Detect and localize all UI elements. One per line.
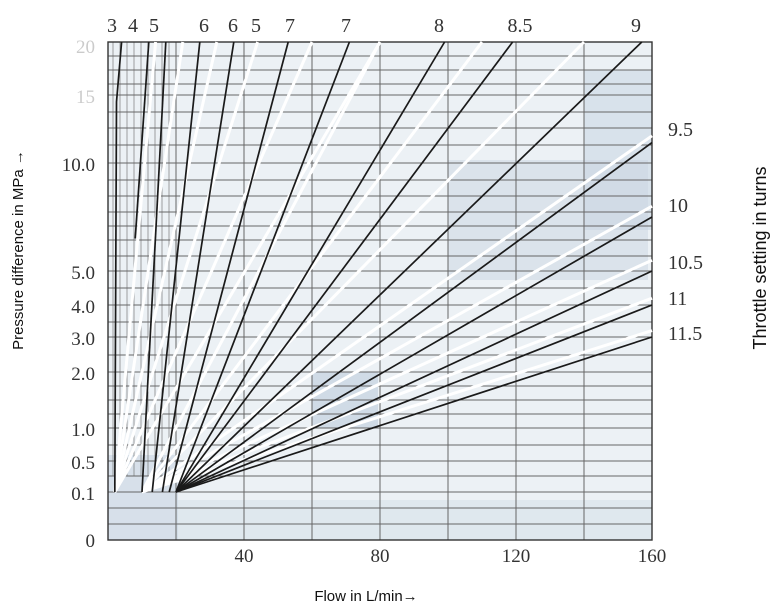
y-axis-title: Pressure difference in MPa → [10, 150, 27, 350]
series-line-5 [141, 41, 167, 493]
top-turn-label: 5 [149, 15, 159, 37]
top-turn-label: 6 [228, 15, 238, 37]
ray-line [140, 41, 484, 493]
ray-line [140, 41, 382, 493]
series-line-7 [168, 41, 290, 493]
top-turn-labels: 3 4 5 6 6 5 7 7 8 8.5 9 [107, 15, 641, 37]
series-line-9.5 [175, 141, 653, 493]
ray-line [113, 41, 382, 493]
ray-line [113, 41, 185, 493]
y-tick-label: 5.0 [71, 263, 95, 284]
y-tick-label: 20 [76, 37, 95, 58]
right-turn-labels: 9.5 10 10.5 11 11.5 [668, 119, 703, 345]
y-tick-label: 0.5 [71, 453, 95, 474]
x-tick-label: 160 [638, 546, 667, 567]
ray-line [141, 134, 653, 494]
ray-line [113, 41, 158, 493]
top-turn-label: 5 [251, 15, 261, 37]
right-turn-label: 11.5 [668, 323, 702, 345]
series-line-8 [175, 41, 446, 493]
y-tick-label: 1.0 [71, 420, 95, 441]
y-tick-label: 3.0 [71, 329, 95, 350]
right-turn-label: 11 [668, 288, 687, 310]
top-turn-label: 7 [285, 15, 295, 37]
series-line-3 [113, 41, 123, 493]
series-line-8.5 [175, 41, 514, 493]
y-tick-label: 4.0 [71, 297, 95, 318]
series-line-9 [175, 41, 643, 493]
grid [107, 41, 653, 541]
series-line-4 [134, 41, 150, 239]
series-line-10 [175, 216, 653, 493]
top-turn-label: 4 [128, 15, 138, 37]
ray-line [113, 41, 260, 493]
series-line-6.5 [161, 41, 235, 493]
y-tick-label: 2.0 [71, 364, 95, 385]
right-turn-label: 10.5 [668, 252, 703, 274]
right-turn-label: 9.5 [668, 119, 693, 141]
ray-line [141, 296, 653, 494]
ray-line [141, 329, 653, 494]
x-tick-label: 40 [235, 546, 254, 567]
x-axis-title: Flow in L/min→ [314, 588, 417, 605]
top-turn-label: 9 [631, 15, 641, 37]
light-rays [113, 40, 653, 494]
right-axis-title: Throttle setting in turns [750, 166, 770, 349]
series-line-11.5 [175, 336, 653, 493]
y-tick-labels: 0 0.1 0.5 1.0 2.0 3.0 4.0 5.0 10.0 15 20 [62, 37, 95, 552]
ray-line [113, 41, 314, 493]
ray-line [141, 258, 653, 494]
ray-line [113, 41, 219, 493]
y-tick-label: 15 [76, 87, 95, 108]
x-tick-label: 120 [502, 546, 531, 567]
series-line-7 [175, 41, 351, 493]
series-line-6 [151, 41, 201, 493]
top-turn-label: 7 [341, 15, 351, 37]
ray-line [140, 40, 586, 494]
x-tick-label: 80 [371, 546, 390, 567]
ray-line [141, 204, 653, 494]
y-tick-label: 0.1 [71, 484, 95, 505]
series-line-10.5 [175, 270, 653, 493]
y-tick-label: 0 [86, 531, 96, 552]
x-tick-labels: 40 80 120 160 [235, 546, 667, 567]
top-turn-label: 3 [107, 15, 117, 37]
top-turn-label: 6 [199, 15, 209, 37]
y-tick-label: 10.0 [62, 155, 95, 176]
series-lines [113, 41, 653, 493]
shade-block [176, 500, 652, 540]
series-line-11 [175, 304, 653, 493]
top-turn-label: 8.5 [508, 15, 533, 37]
top-turn-label: 8 [434, 15, 444, 37]
right-turn-label: 10 [668, 195, 688, 217]
